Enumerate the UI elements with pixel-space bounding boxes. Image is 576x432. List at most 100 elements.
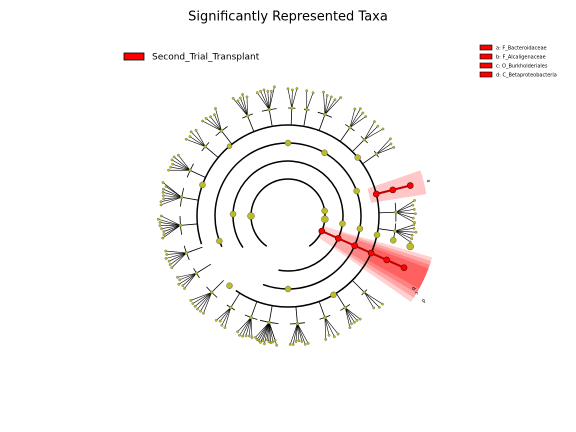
node (354, 154, 361, 161)
node (330, 291, 337, 299)
node (348, 125, 352, 130)
leaf (353, 321, 356, 324)
leaf (177, 282, 181, 286)
wedge-label: c (413, 290, 420, 296)
leaf (414, 212, 417, 216)
node (267, 320, 271, 325)
leaf (361, 111, 365, 115)
leaf (170, 158, 174, 162)
branch (166, 252, 187, 255)
branch (266, 322, 270, 340)
leaf (255, 338, 259, 341)
leaf (204, 117, 208, 120)
node (339, 220, 346, 227)
branch (268, 322, 272, 343)
branch (394, 230, 413, 236)
leaf (414, 230, 418, 234)
branch (179, 272, 197, 281)
leaf (333, 335, 336, 339)
leaf (275, 343, 279, 347)
leaf (372, 306, 376, 310)
leaf (161, 236, 165, 240)
branch (255, 322, 270, 338)
leaf (266, 89, 270, 93)
leaf (295, 87, 299, 90)
branch (246, 96, 248, 116)
leaf (355, 319, 359, 322)
clade-swatch (479, 44, 493, 51)
leaf (213, 113, 216, 117)
leaf (231, 96, 235, 100)
leaf (389, 137, 392, 141)
leaf (184, 137, 188, 141)
branch (221, 130, 233, 145)
leaf (291, 343, 295, 346)
leaf (176, 275, 179, 279)
red-node (318, 227, 326, 235)
branch (211, 280, 224, 293)
node (194, 271, 199, 275)
branch (159, 222, 181, 226)
branch (168, 252, 187, 262)
branch (292, 323, 298, 345)
leaf (410, 237, 414, 241)
node (184, 251, 189, 255)
leaf (172, 155, 176, 159)
leaf (171, 162, 175, 166)
branch (362, 153, 377, 165)
branch (203, 292, 212, 314)
node (295, 321, 300, 326)
leaf (359, 107, 362, 111)
branch (256, 322, 270, 340)
leaf (262, 88, 266, 92)
node (343, 305, 347, 310)
branch (364, 125, 379, 140)
leaf (261, 339, 265, 343)
branch (197, 292, 212, 310)
branch (178, 272, 197, 285)
leaf (199, 309, 202, 313)
branch (180, 223, 198, 226)
legend-swatch (123, 52, 145, 61)
leaf (168, 263, 172, 266)
leaf (247, 334, 251, 338)
branch (297, 323, 300, 341)
branch (394, 228, 414, 232)
branch (163, 225, 181, 232)
leaf (381, 127, 385, 131)
branch (395, 211, 414, 219)
clade-swatch (479, 62, 493, 69)
leaf (162, 233, 166, 237)
branch (268, 86, 275, 110)
leaf (303, 342, 307, 346)
leaf (297, 339, 301, 342)
branch (364, 128, 384, 140)
node (290, 106, 294, 110)
branch (324, 317, 339, 335)
leaf (327, 333, 331, 337)
branch (250, 301, 258, 318)
leaf (214, 107, 217, 110)
leaf (267, 340, 271, 344)
leaf (202, 311, 205, 315)
leaf (164, 257, 168, 260)
node (362, 137, 367, 142)
leaf (311, 91, 315, 95)
node (199, 181, 206, 189)
leaf (169, 165, 173, 169)
branch (364, 292, 383, 305)
branch (295, 323, 298, 342)
branch (306, 92, 314, 110)
node (373, 231, 381, 239)
red-node (383, 256, 390, 264)
branch (376, 147, 394, 155)
leaf (170, 266, 174, 270)
branch (214, 114, 222, 132)
red-node (367, 249, 375, 257)
leaf (236, 330, 239, 334)
branch (345, 307, 358, 321)
branch (160, 196, 182, 206)
red-node (389, 186, 397, 194)
node (305, 107, 309, 112)
